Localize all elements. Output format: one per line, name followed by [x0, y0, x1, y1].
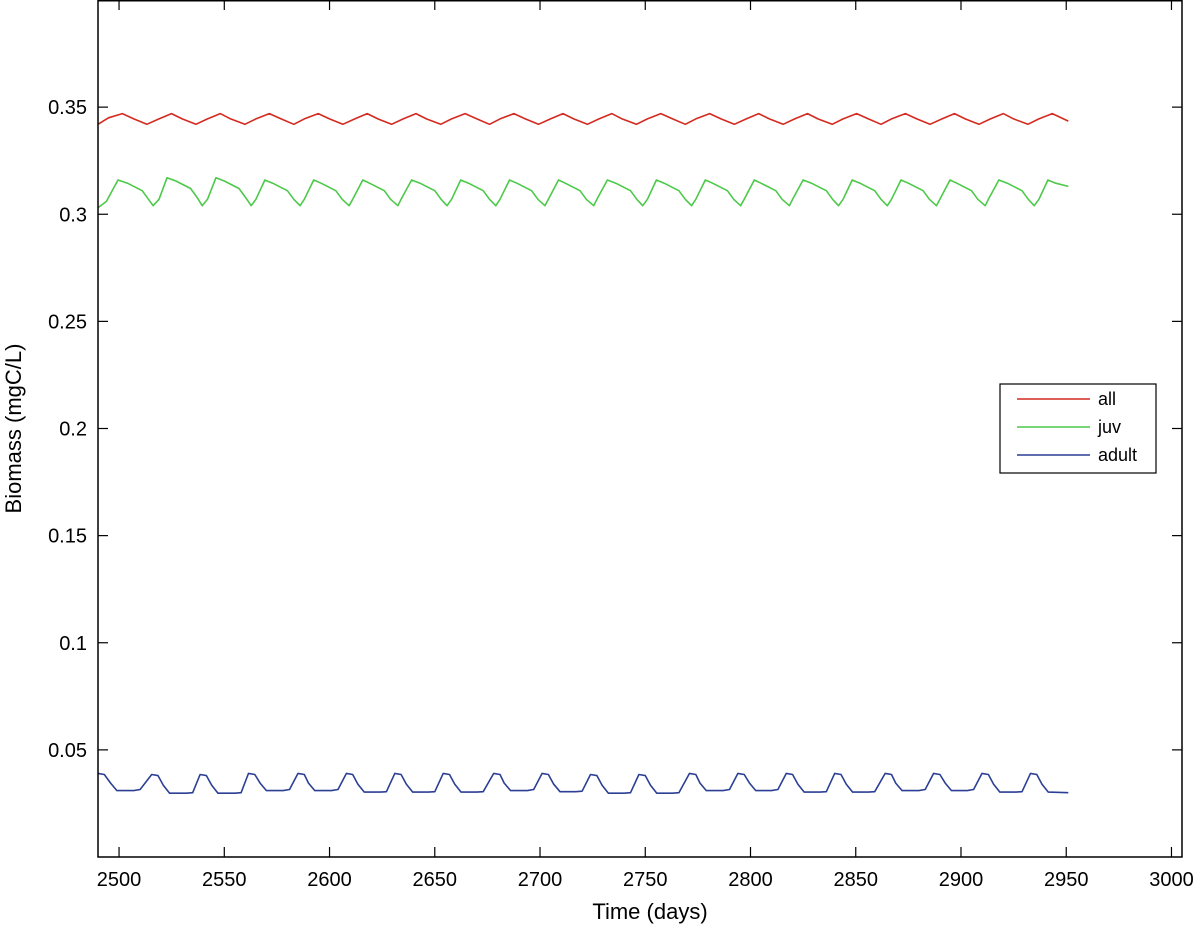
y-tick-label: 0.2 — [59, 419, 87, 441]
y-tick-label: 0.15 — [48, 526, 87, 548]
y-axis-ticks: 0.05 0.1 0.15 0.2 0.25 0.3 0.35 — [48, 97, 1182, 762]
x-tick-label: 2950 — [1044, 869, 1089, 891]
legend-label-juv: juv — [1097, 417, 1121, 437]
x-tick-label: 2750 — [623, 869, 668, 891]
x-tick-label: 2650 — [413, 869, 458, 891]
x-axis-ticks: 2500 2550 2600 2650 2700 2750 2800 2850 2900 2950… — [97, 0, 1194, 891]
x-tick-label: 2850 — [833, 869, 878, 891]
series-line-juv — [97, 177, 1069, 209]
x-tick-label: 3000 — [1149, 869, 1194, 891]
y-axis-title: Biomass (mgC/L) — [1, 344, 26, 514]
x-tick-label: 2500 — [97, 869, 142, 891]
x-tick-label: 2600 — [307, 869, 352, 891]
y-tick-label: 0.3 — [59, 204, 87, 226]
legend-label-adult: adult — [1098, 445, 1137, 465]
y-tick-label: 0.25 — [48, 311, 87, 333]
y-tick-label: 0.05 — [48, 740, 87, 762]
x-tick-label: 2550 — [202, 869, 247, 891]
y-tick-label: 0.35 — [48, 97, 87, 119]
x-tick-label: 2900 — [939, 869, 984, 891]
legend: all juv adult — [999, 383, 1157, 474]
x-tick-label: 2800 — [728, 869, 773, 891]
legend-label-all: all — [1098, 389, 1116, 409]
series-layer — [97, 112, 1069, 795]
series-line-all — [97, 112, 1069, 126]
y-tick-label: 0.1 — [59, 633, 87, 655]
series-line-adult — [97, 772, 1069, 795]
x-axis-title: Time (days) — [592, 899, 707, 924]
x-tick-label: 2700 — [518, 869, 563, 891]
